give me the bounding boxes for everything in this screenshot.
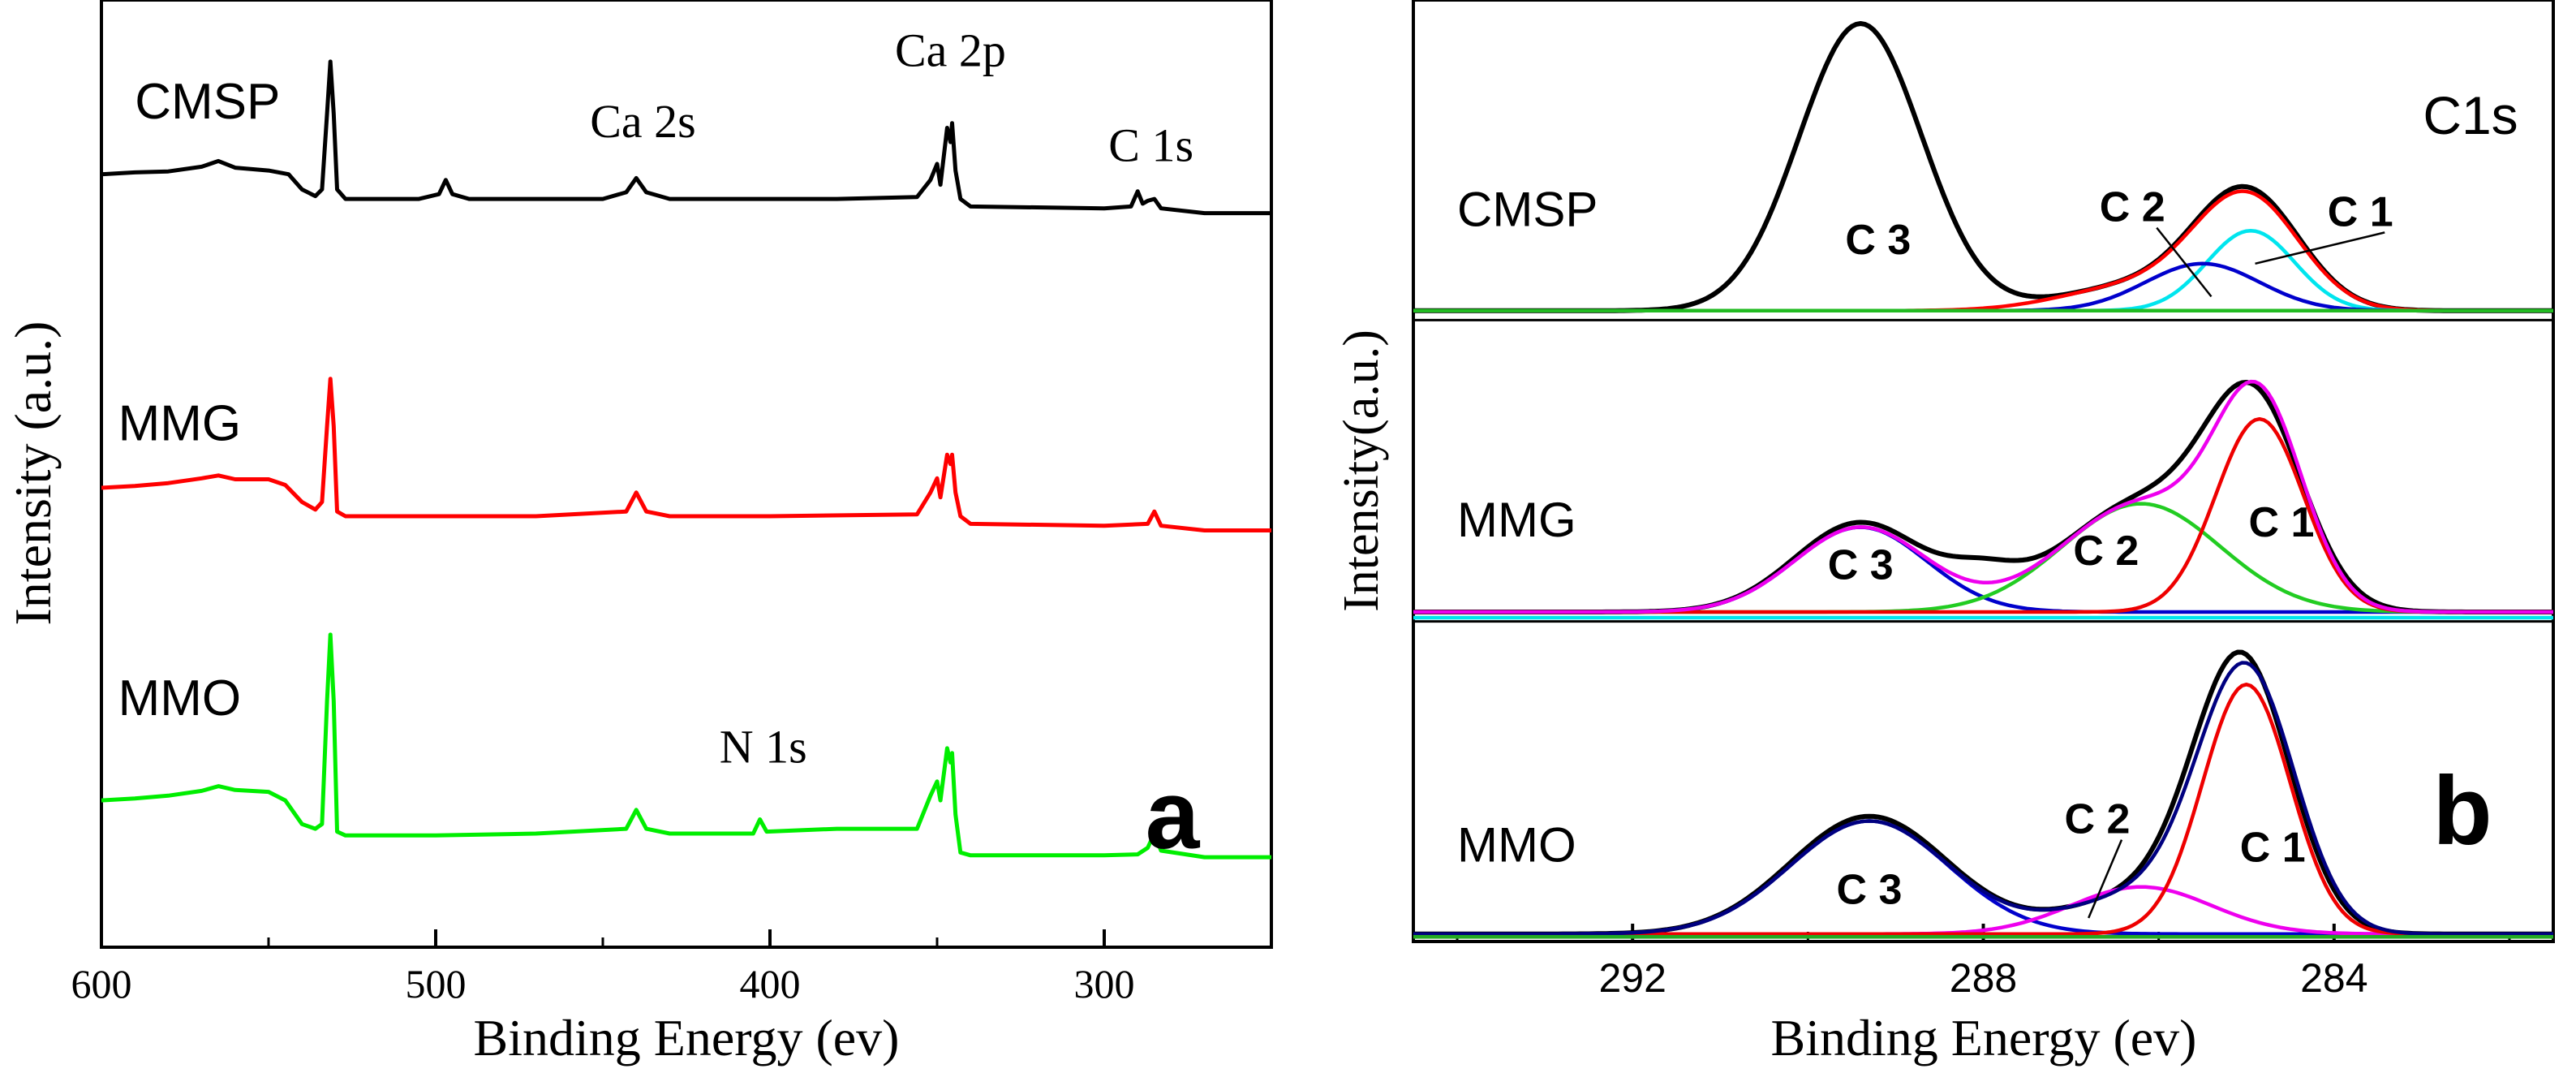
sample-mmo-fit-c-3	[1413, 819, 2553, 936]
peak-annotation-ca-2p: Ca 2p	[895, 24, 1006, 77]
panel-a-x-tick-label-300: 300	[1074, 961, 1135, 1006]
peak-arrow-cmsp-c-1	[2255, 231, 2385, 265]
panel-a-y-axis-label: Intensity (a.u.)	[4, 321, 62, 626]
series-mmo-survey-line	[101, 632, 1271, 860]
panel-a-labels: CMSP MMG MMO O1s Ca 2s Ca 2p C 1s N 1s	[118, 0, 1193, 773]
panel-a-series	[101, 59, 1271, 860]
sample-label-mmo: MMO	[1457, 817, 1576, 872]
peak-label-cmsp-c-2: C 2	[2100, 184, 2165, 231]
peak-label-mmg-c-3: C 3	[1828, 541, 1894, 588]
series-mmg-survey-line	[101, 377, 1271, 532]
panel-a: 600 500 400 300 CMSP MMG MMO O1s Ca 2s Ca 2p C 1s…	[4, 0, 1273, 1067]
sample-mmg-fit-fit-envelope	[1413, 379, 2553, 614]
sample-label-cmsp: CMSP	[1457, 182, 1598, 236]
panel-b-title: C1s	[2423, 85, 2518, 145]
panel-a-panel-label: a	[1146, 761, 1201, 869]
peak-arrow-cmsp-c-2	[2156, 226, 2213, 298]
peak-label-mmo-c-1: C 1	[2240, 824, 2306, 871]
panel-a-plot-frame	[100, 0, 1273, 949]
peak-label-cmsp-c-1: C 1	[2328, 188, 2393, 235]
panel-a-x-axis-label: Binding Energy (ev)	[474, 1009, 900, 1067]
sample-mmg-measured-spectrum	[1413, 380, 2553, 614]
panel-b-dividers	[1413, 318, 2553, 623]
panel-b-y-axis-label: Intensity(a.u.)	[1334, 330, 1389, 612]
panel-b-x-axis-label: Binding Energy (ev)	[1771, 1009, 2197, 1067]
panel-b-x-tick-label-292: 292	[1598, 955, 1666, 1001]
panel-a-x-tick-label-500: 500	[406, 961, 467, 1006]
panel-b-panel-label: b	[2432, 756, 2492, 865]
sample-mmo-fit-c-1	[1413, 683, 2553, 936]
series-cmsp-survey-line	[101, 59, 1271, 216]
series-label-cmsp: CMSP	[135, 74, 280, 130]
panel-b-labels: CMSP C 3 C 2 C 1 MMG C 3 C 2 C 1 MMO C 3 C 2 C 1	[1457, 182, 2393, 919]
peak-label-mmo-c-3: C 3	[1837, 867, 1903, 914]
panel-b-x-ticks: 292 288 284	[1456, 924, 2511, 1001]
panel-b-plot-frame	[1412, 0, 2555, 943]
peak-annotation-c-1s: C 1s	[1108, 119, 1193, 171]
peak-arrow-mmo-c-2	[2088, 839, 2123, 919]
panel-b-series	[1413, 21, 2553, 939]
panel-b-x-tick-label-284: 284	[2300, 955, 2367, 1001]
sample-mmo-fit-fit-envelope	[1413, 661, 2553, 936]
peak-annotation-n-1s: N 1s	[720, 720, 807, 773]
peak-label-cmsp-c-3: C 3	[1845, 217, 1911, 264]
panel-a-x-ticks: 600 500 400 300	[71, 929, 1135, 1006]
peak-label-mmo-c-2: C 2	[2065, 796, 2131, 843]
panel-a-x-tick-label-600: 600	[71, 961, 132, 1006]
peak-label-mmg-c-2: C 2	[2073, 528, 2139, 575]
sample-cmsp-measured-spectrum	[1413, 21, 2553, 313]
peak-annotation-o1s: O1s	[290, 0, 366, 1]
panel-b-x-tick-label-288: 288	[1950, 955, 2017, 1001]
peak-label-mmg-c-1: C 1	[2249, 499, 2315, 546]
series-label-mmg: MMG	[118, 396, 242, 452]
panel-a-x-tick-label-400: 400	[740, 961, 801, 1006]
series-label-mmo: MMO	[118, 670, 242, 726]
sample-label-mmg: MMG	[1457, 493, 1576, 547]
panel-b: 292 288 284 CMSP C 3 C 2 C 1 MMG C 3 C 2 C 1 MMO C …	[1334, 0, 2555, 1067]
peak-annotation-ca-2s: Ca 2s	[590, 95, 696, 148]
sample-mmg-fit-c-3	[1413, 525, 2553, 614]
